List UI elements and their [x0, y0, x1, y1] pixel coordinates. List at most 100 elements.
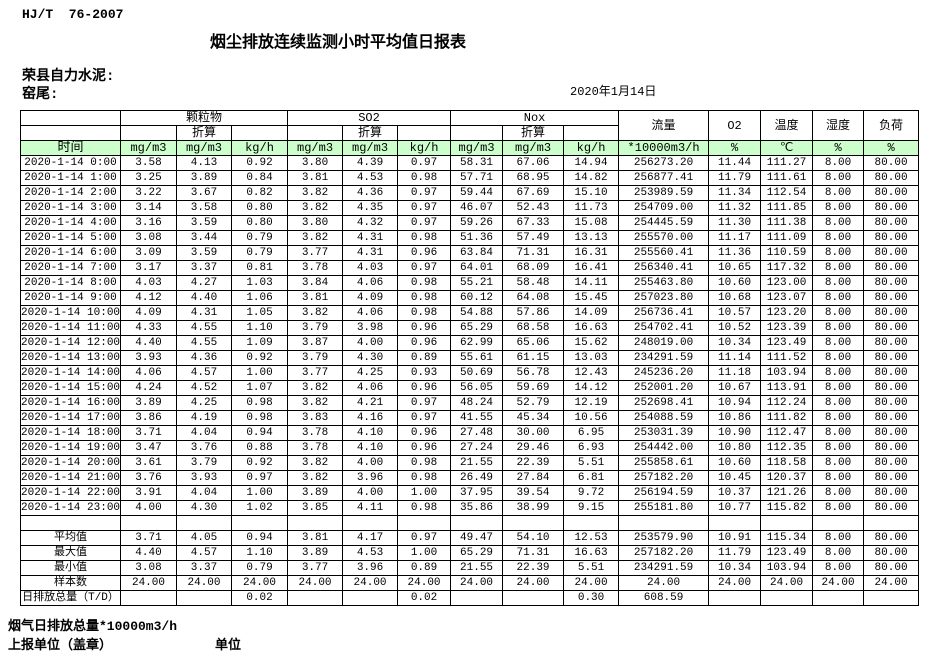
- data-cell: 8.00: [812, 395, 865, 411]
- report-date: 2020年1月14日: [570, 85, 657, 99]
- data-cell: 80.00: [863, 500, 920, 516]
- data-cell: 10.57: [708, 305, 762, 321]
- data-cell: 11.44: [708, 155, 762, 171]
- data-cell: 3.89: [287, 545, 344, 561]
- header-row-converted: 折算 折算 折算: [20, 125, 919, 141]
- data-cell: 0.02: [397, 590, 452, 606]
- unit-cell: mg/m3: [176, 140, 232, 156]
- data-cell: [760, 515, 814, 531]
- data-cell: 4.10: [342, 425, 399, 441]
- data-cell: [450, 590, 504, 606]
- row-label-cell: 2020-1-14 10:00: [20, 305, 121, 321]
- data-cell: 3.81: [287, 170, 344, 186]
- data-cell: 80.00: [863, 155, 920, 171]
- data-cell: 10.65: [708, 260, 762, 276]
- row-label-cell: 2020-1-14 5:00: [20, 230, 121, 246]
- data-cell: 24.00: [863, 575, 920, 591]
- data-cell: 4.35: [342, 200, 399, 216]
- data-cell: 0.81: [230, 260, 289, 276]
- empty-cell: [20, 125, 121, 141]
- row-label-cell: 2020-1-14 7:00: [20, 260, 121, 276]
- data-cell: 0.96: [397, 425, 452, 441]
- unit-cell: mg/m3: [287, 140, 344, 156]
- data-cell: 3.16: [120, 215, 177, 231]
- data-cell: 3.71: [120, 425, 177, 441]
- data-cell: 4.06: [342, 275, 399, 291]
- data-cell: 0.79: [230, 560, 289, 576]
- data-cell: 123.39: [760, 320, 814, 336]
- data-cell: 8.00: [812, 335, 865, 351]
- row-label-cell: 2020-1-14 19:00: [20, 440, 121, 456]
- data-cell: [502, 590, 565, 606]
- header-row-units: 时间 mg/m3 mg/m3 kg/h mg/m3 mg/m3 kg/h mg/…: [20, 140, 920, 156]
- data-cell: 0.02: [230, 590, 289, 606]
- data-cell: [618, 515, 710, 531]
- data-cell: 3.79: [176, 455, 232, 471]
- data-cell: 14.11: [563, 275, 620, 291]
- table-header: 颗粒物 SO2 Nox 流量 O2 温度 湿度 负荷 折算 折算 折算 时间 m…: [20, 110, 920, 156]
- data-cell: 4.31: [176, 305, 232, 321]
- data-cell: 8.00: [812, 215, 865, 231]
- data-cell: 0.92: [230, 455, 289, 471]
- data-cell: 252698.41: [618, 395, 710, 411]
- data-cell: 3.08: [120, 230, 177, 246]
- data-cell: 111.61: [760, 170, 814, 186]
- data-cell: 608.59: [618, 590, 710, 606]
- data-cell: 4.31: [342, 230, 399, 246]
- data-cell: 57.86: [502, 305, 565, 321]
- data-cell: 253579.90: [618, 530, 710, 546]
- header-load: 负荷: [863, 110, 920, 141]
- data-cell: 11.14: [708, 350, 762, 366]
- page-title: 烟尘排放连续监测小时平均值日报表: [210, 34, 467, 52]
- data-cell: 1.03: [230, 275, 289, 291]
- data-cell: 11.32: [708, 200, 762, 216]
- data-cell: 4.00: [342, 455, 399, 471]
- data-cell: 4.57: [176, 365, 232, 381]
- data-cell: 80.00: [863, 215, 920, 231]
- data-cell: 3.58: [176, 200, 232, 216]
- data-cell: 16.63: [563, 320, 620, 336]
- data-cell: 11.30: [708, 215, 762, 231]
- data-cell: 0.97: [397, 410, 452, 426]
- data-cell: 30.00: [502, 425, 565, 441]
- summary-row: 平均值 3.71 4.05 0.94 3.81 4.17 0.97 49.47 54.10 12.…: [20, 530, 920, 546]
- data-cell: 8.00: [812, 365, 865, 381]
- data-cell: 252001.20: [618, 380, 710, 396]
- data-cell: 27.48: [450, 425, 504, 441]
- table-row: 2020-1-14 1:00 3.25 3.89 0.84 3.81 4.53 0.98 57…: [20, 170, 920, 186]
- data-cell: 80.00: [863, 410, 920, 426]
- data-cell: 63.84: [450, 245, 504, 261]
- data-cell: 111.52: [760, 350, 814, 366]
- data-cell: 0.92: [230, 155, 289, 171]
- data-cell: 3.77: [287, 245, 344, 261]
- data-cell: 111.38: [760, 215, 814, 231]
- data-cell: 257182.20: [618, 470, 710, 486]
- unit-cell: kg/h: [563, 140, 620, 156]
- data-cell: 8.00: [812, 200, 865, 216]
- data-cell: 1.00: [230, 485, 289, 501]
- data-cell: 21.55: [450, 560, 504, 576]
- table-row: 2020-1-14 23:00 4.00 4.30 1.02 3.85 4.11 0.98 3…: [20, 500, 920, 516]
- data-cell: 4.53: [342, 545, 399, 561]
- data-cell: 3.96: [342, 470, 399, 486]
- data-cell: 54.10: [502, 530, 565, 546]
- data-cell: 4.04: [176, 425, 232, 441]
- data-cell: 256736.41: [618, 305, 710, 321]
- data-cell: 3.71: [120, 530, 177, 546]
- data-cell: 8.00: [812, 545, 865, 561]
- row-label-cell: 2020-1-14 22:00: [20, 485, 121, 501]
- table-row: 2020-1-14 18:00 3.71 4.04 0.94 3.78 4.10 0.96 2…: [20, 425, 920, 441]
- row-label-cell: 最大值: [20, 545, 121, 561]
- empty-cell: [563, 125, 620, 141]
- table-row: 2020-1-14 8:00 4.03 4.27 1.03 3.84 4.06 0.98 55…: [20, 275, 920, 291]
- group-header-particulate: 颗粒物: [119, 110, 289, 126]
- data-cell: 113.91: [760, 380, 814, 396]
- data-cell: 24.00: [176, 575, 232, 591]
- data-cell: 3.08: [120, 560, 177, 576]
- data-cell: 11.73: [563, 200, 620, 216]
- data-cell: 3.91: [120, 485, 177, 501]
- data-cell: 6.93: [563, 440, 620, 456]
- data-cell: 10.56: [563, 410, 620, 426]
- data-cell: 10.86: [708, 410, 762, 426]
- data-cell: 5.51: [563, 455, 620, 471]
